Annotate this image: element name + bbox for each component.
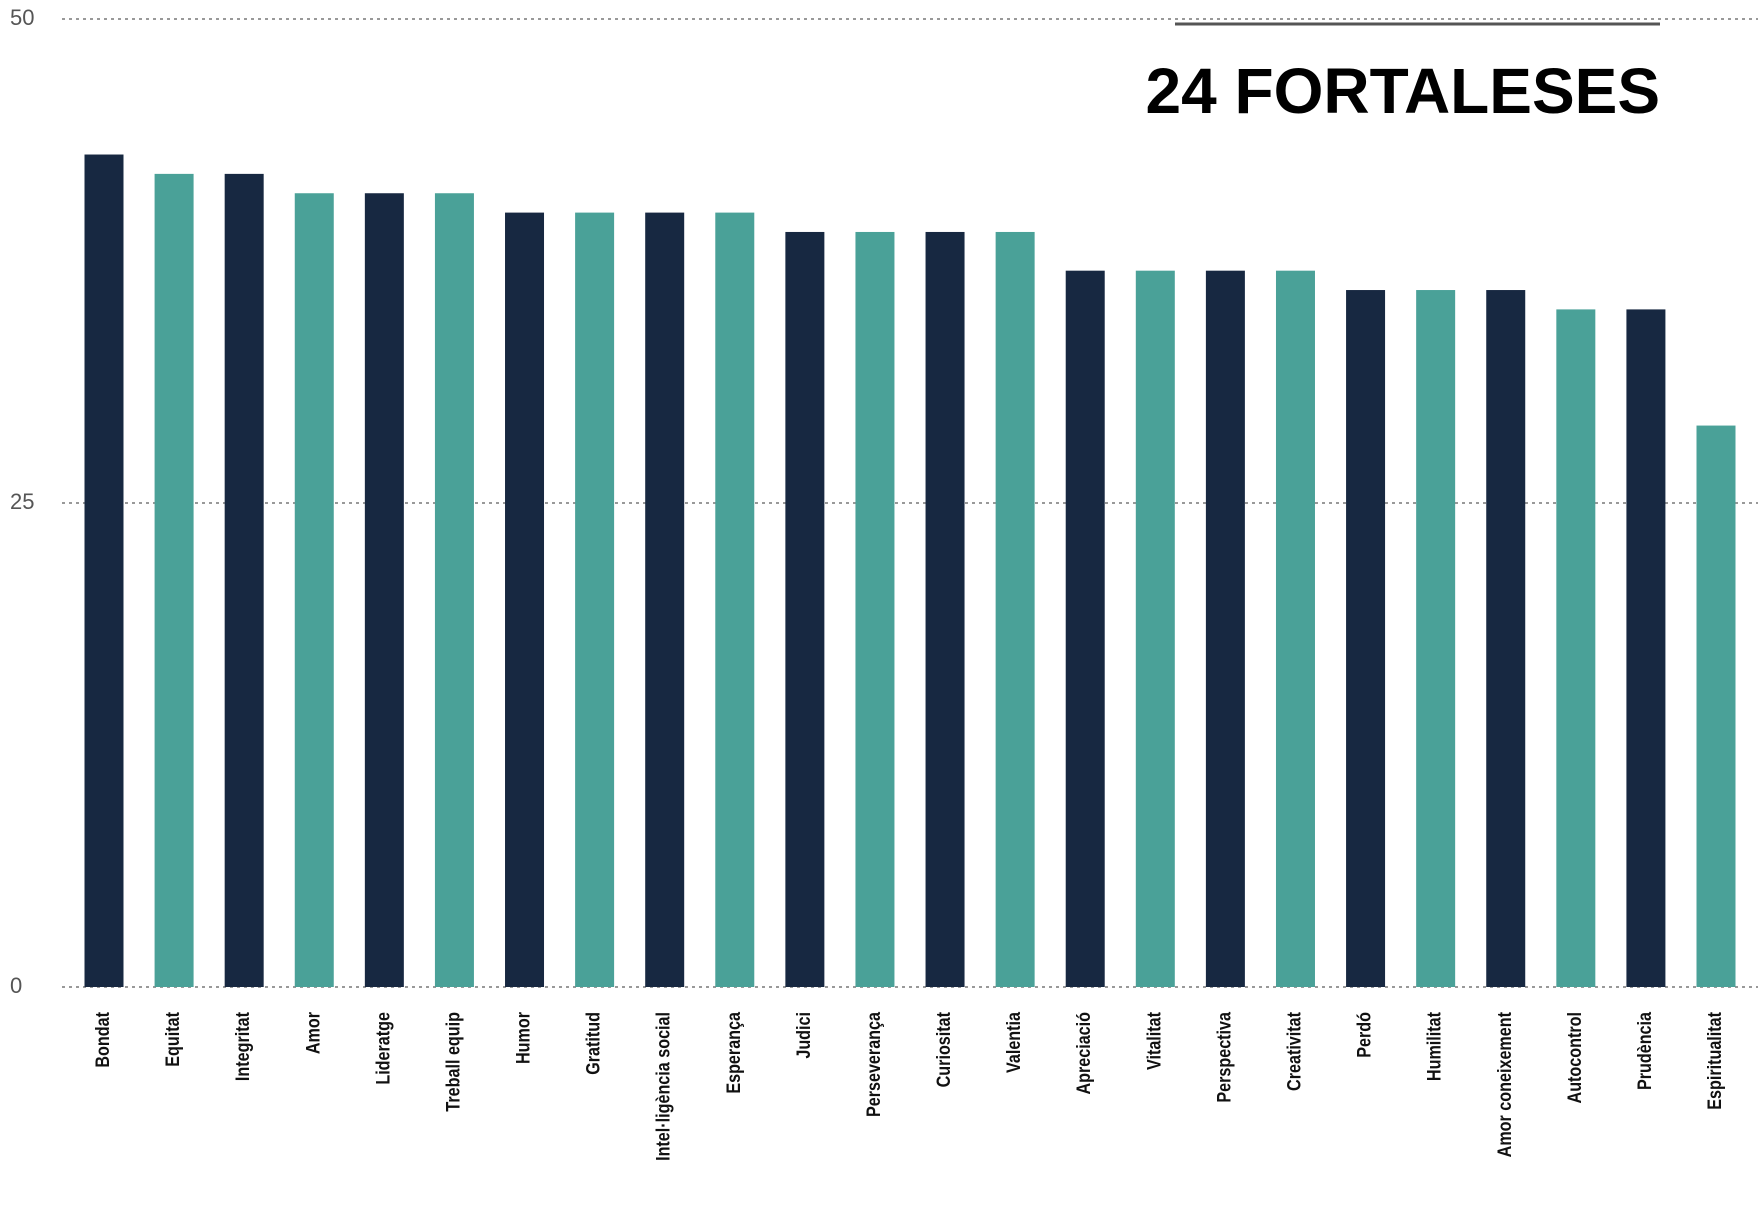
- x-tick-label: Amor: [302, 1012, 324, 1054]
- x-tick-label: Amor coneixement: [1494, 1012, 1516, 1157]
- x-tick-label: Valentia: [1003, 1012, 1025, 1073]
- bar: [645, 212, 685, 988]
- bar: [1065, 270, 1105, 987]
- bar: [154, 173, 194, 987]
- bar: [224, 173, 264, 987]
- x-tick-label: Esperança: [723, 1012, 745, 1094]
- bar: [1275, 270, 1315, 987]
- bar: [1486, 290, 1526, 987]
- x-tick-label: Lideratge: [372, 1012, 394, 1085]
- x-tick-label: Curiositat: [933, 1012, 955, 1087]
- bar: [1556, 309, 1596, 987]
- bar: [1135, 270, 1175, 987]
- bar: [575, 212, 615, 988]
- bar: [84, 154, 124, 987]
- x-tick-label: Perspectiva: [1213, 1012, 1235, 1103]
- bar: [1346, 290, 1386, 987]
- x-tick-label: Perdó: [1353, 1012, 1375, 1058]
- bar: [364, 193, 404, 988]
- x-tick-label: Treball equip: [442, 1012, 464, 1112]
- x-tick-label: Humilitat: [1423, 1012, 1445, 1081]
- x-tick-label: Apreciació: [1073, 1012, 1095, 1095]
- x-tick-label: Intel·ligència social: [652, 1012, 674, 1161]
- bar: [434, 193, 474, 988]
- bar: [1416, 290, 1456, 987]
- x-tick-label: Autocontrol: [1564, 1012, 1586, 1103]
- bar: [1696, 425, 1736, 987]
- bar: [995, 231, 1035, 987]
- x-tick-label: Humor: [512, 1012, 534, 1064]
- x-tick-label: Perseverança: [863, 1012, 885, 1117]
- x-tick-label: Gratitud: [582, 1012, 604, 1075]
- bar: [785, 231, 825, 987]
- chart-title: 24 FORTALESES: [1146, 55, 1660, 127]
- bar: [1626, 309, 1666, 987]
- x-tick-label: Creativitat: [1283, 1012, 1305, 1091]
- bar: [925, 231, 965, 987]
- x-tick-label: Espiritualitat: [1704, 1012, 1726, 1110]
- y-tick-label: 25: [10, 489, 34, 514]
- x-tick-label: Prudència: [1634, 1012, 1656, 1090]
- bar: [855, 231, 895, 987]
- bar: [715, 212, 755, 988]
- y-tick-label: 0: [10, 973, 22, 998]
- y-tick-label: 50: [10, 5, 34, 30]
- bar: [505, 212, 545, 988]
- x-tick-label: Bondat: [92, 1012, 114, 1068]
- x-tick-label: Integritat: [232, 1012, 254, 1081]
- bar: [294, 193, 334, 988]
- x-tick-label: Equitat: [162, 1012, 184, 1067]
- x-tick-label: Vitalitat: [1143, 1012, 1165, 1070]
- x-tick-label: Judici: [793, 1012, 815, 1059]
- bar: [1205, 270, 1245, 987]
